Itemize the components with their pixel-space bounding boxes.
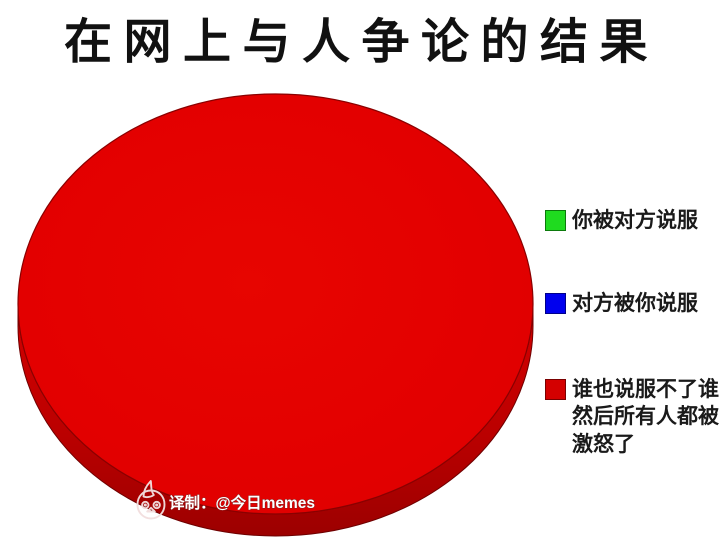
svg-text:译制：@今日memes: 译制：@今日memes <box>169 493 315 512</box>
